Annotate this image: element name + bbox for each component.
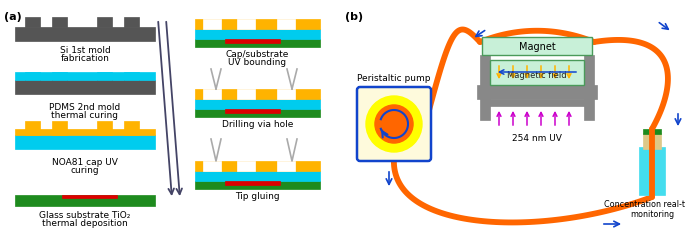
Text: Tip gluing: Tip gluing xyxy=(235,191,279,200)
Text: fabrication: fabrication xyxy=(60,54,110,63)
Bar xyxy=(195,40,320,48)
Bar xyxy=(477,86,597,100)
Text: curing: curing xyxy=(71,165,99,174)
Bar xyxy=(195,181,320,189)
Bar xyxy=(15,195,155,206)
Bar xyxy=(225,40,280,44)
Bar xyxy=(277,20,295,30)
Text: thermal curing: thermal curing xyxy=(51,110,119,120)
Bar xyxy=(25,73,40,81)
Bar xyxy=(489,100,585,106)
Bar xyxy=(490,61,584,86)
Bar xyxy=(52,81,67,89)
Bar xyxy=(225,181,280,185)
Bar xyxy=(195,30,320,40)
Text: UV bounding: UV bounding xyxy=(228,58,286,67)
Bar xyxy=(203,161,221,171)
Bar xyxy=(124,73,139,81)
Bar xyxy=(277,90,295,100)
Bar xyxy=(195,171,320,181)
Bar xyxy=(237,20,255,30)
Bar xyxy=(97,73,112,81)
Text: 254 nm UV: 254 nm UV xyxy=(512,134,562,142)
Text: Glass substrate TiO₂: Glass substrate TiO₂ xyxy=(39,210,131,219)
Bar xyxy=(195,90,320,100)
Text: Si 1st mold: Si 1st mold xyxy=(60,46,110,55)
Bar xyxy=(25,18,40,28)
Bar xyxy=(124,18,139,28)
Bar xyxy=(237,90,255,100)
Bar xyxy=(15,130,155,136)
Bar xyxy=(482,38,592,56)
Bar xyxy=(237,161,255,171)
Circle shape xyxy=(375,106,413,144)
Text: Concentration real-time
monitoring: Concentration real-time monitoring xyxy=(604,199,685,218)
Bar xyxy=(480,56,490,120)
Text: (a): (a) xyxy=(4,12,22,22)
Bar xyxy=(62,195,117,198)
Bar xyxy=(52,122,67,136)
Bar xyxy=(52,73,67,81)
Bar xyxy=(225,110,280,114)
Bar xyxy=(15,28,155,42)
Text: Cap/substrate: Cap/substrate xyxy=(226,50,289,59)
Bar xyxy=(52,18,67,28)
Bar xyxy=(97,18,112,28)
Bar xyxy=(643,134,661,150)
Bar xyxy=(195,20,320,30)
Text: NOA81 cap UV: NOA81 cap UV xyxy=(52,157,118,166)
Bar xyxy=(195,161,320,171)
Bar xyxy=(203,20,221,30)
Bar xyxy=(15,73,155,81)
Text: Magnet: Magnet xyxy=(519,42,556,52)
Circle shape xyxy=(366,96,422,152)
Bar xyxy=(277,161,295,171)
Bar xyxy=(639,148,665,195)
Bar xyxy=(25,81,40,89)
Bar xyxy=(15,81,155,94)
Bar xyxy=(25,122,40,136)
Bar xyxy=(97,81,112,89)
Text: (b): (b) xyxy=(345,12,363,22)
Text: Drilling via hole: Drilling via hole xyxy=(222,120,293,128)
Bar xyxy=(124,81,139,89)
Bar xyxy=(203,90,221,100)
Bar xyxy=(584,56,594,120)
Text: Peristaltic pump: Peristaltic pump xyxy=(358,74,431,83)
Bar xyxy=(643,130,661,134)
Bar xyxy=(124,122,139,136)
Text: PDMS 2nd mold: PDMS 2nd mold xyxy=(49,102,121,112)
Text: thermal deposition: thermal deposition xyxy=(42,218,128,227)
Bar xyxy=(15,136,155,149)
Text: Magnetic field: Magnetic field xyxy=(507,71,566,80)
FancyBboxPatch shape xyxy=(357,88,431,161)
Bar xyxy=(195,100,320,110)
Bar xyxy=(97,122,112,136)
Bar xyxy=(195,110,320,118)
